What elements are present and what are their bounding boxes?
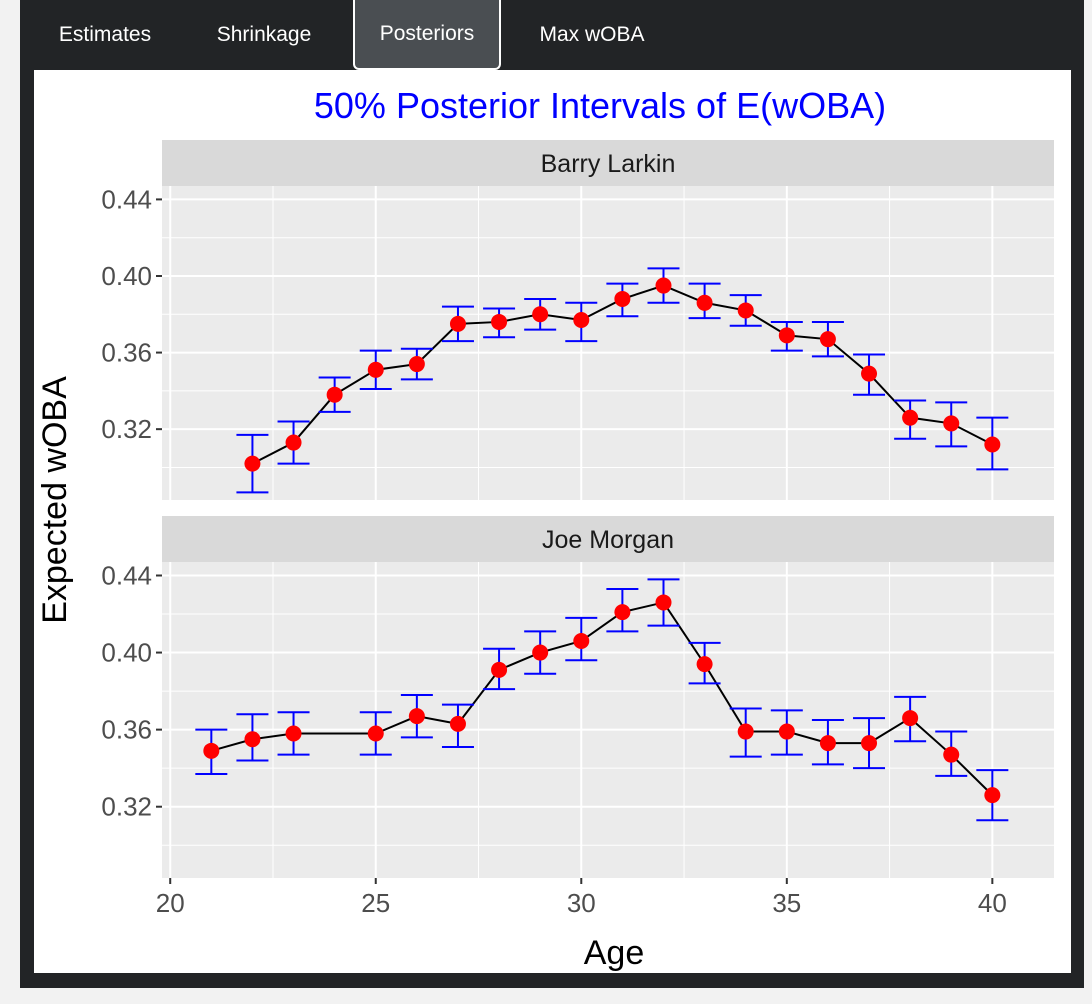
data-point [655, 277, 672, 294]
data-point [819, 331, 836, 348]
data-point [778, 723, 795, 740]
data-point [861, 735, 878, 752]
data-point [244, 731, 261, 748]
data-point [778, 327, 795, 344]
x-tick-label: 40 [978, 888, 1007, 918]
panel-background [162, 186, 1054, 500]
y-tick-label: 0.32 [101, 792, 152, 822]
data-point [737, 302, 754, 319]
facet-label-barry-larkin: Barry Larkin [541, 150, 676, 178]
data-point [737, 723, 754, 740]
data-point [943, 415, 960, 432]
data-point [408, 708, 425, 725]
facet-strip-joe-morgan [162, 516, 1054, 562]
data-point [285, 725, 302, 742]
y-tick-label: 0.40 [101, 638, 152, 668]
data-point [244, 455, 261, 472]
y-axis-label: Expected wOBA [36, 376, 74, 624]
y-tick-label: 0.32 [101, 414, 152, 444]
y-tick-label: 0.36 [101, 338, 152, 368]
data-point [614, 604, 631, 621]
data-point [449, 315, 466, 332]
data-point [532, 644, 549, 661]
tab-estimates[interactable]: Estimates [58, 23, 152, 46]
facet-label-joe-morgan: Joe Morgan [542, 526, 674, 554]
data-point [696, 656, 713, 673]
data-point [861, 365, 878, 382]
x-tick-label: 35 [772, 888, 801, 918]
data-point [943, 746, 960, 763]
facet-strip-barry-larkin [162, 140, 1054, 186]
plot-panel: 50% Posterior Intervals of E(wOBA) Expec… [34, 70, 1071, 973]
x-tick-label: 20 [156, 888, 185, 918]
data-point [573, 312, 590, 329]
data-point [902, 710, 919, 727]
data-point [819, 735, 836, 752]
tab-bar: Estimates Shrinkage Posteriors Max wOBA [20, 0, 1084, 70]
data-point [203, 742, 220, 759]
data-point [491, 313, 508, 330]
data-point [285, 434, 302, 451]
data-point [573, 633, 590, 649]
app-frame: Estimates Shrinkage Posteriors Max wOBA … [20, 0, 1084, 988]
y-tick-label: 0.40 [101, 261, 152, 291]
tab-max-woba[interactable]: Max wOBA [539, 23, 645, 46]
data-point [984, 787, 1001, 804]
x-tick-label: 30 [567, 888, 596, 918]
panel-background [162, 562, 1054, 878]
data-point [449, 715, 466, 732]
data-point [696, 294, 713, 311]
data-point [984, 436, 1001, 453]
data-point [408, 356, 425, 373]
chart-title: 50% Posterior Intervals of E(wOBA) [314, 85, 886, 126]
y-tick-label: 0.36 [101, 715, 152, 745]
data-point [367, 725, 384, 742]
y-tick-label: 0.44 [101, 560, 152, 590]
data-point [367, 361, 384, 378]
data-point [655, 594, 672, 611]
posterior-intervals-chart: 50% Posterior Intervals of E(wOBA) Expec… [36, 85, 1054, 972]
tab-posteriors[interactable]: Posteriors [353, 0, 501, 70]
data-point [491, 661, 508, 678]
data-point [326, 386, 343, 403]
data-point [532, 306, 549, 323]
y-tick-label: 0.44 [101, 184, 152, 214]
tab-shrinkage[interactable]: Shrinkage [216, 23, 312, 46]
data-point [902, 409, 919, 426]
data-point [614, 290, 631, 307]
x-tick-label: 25 [361, 888, 390, 918]
x-axis-label: Age [584, 934, 645, 972]
